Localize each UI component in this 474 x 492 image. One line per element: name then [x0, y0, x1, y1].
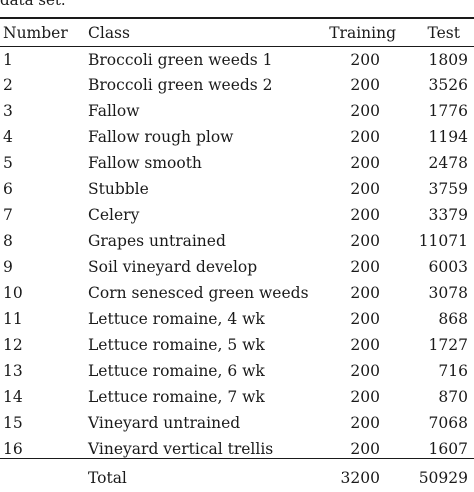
row-number: 15 [3, 414, 23, 432]
total-row: Total 3200 50929 [0, 462, 474, 492]
table-row: 15 Vineyard untrained 200 7068 [0, 410, 474, 436]
table-row: 1 Broccoli green weeds 1 200 1809 [0, 46, 474, 72]
row-number: 6 [3, 180, 13, 198]
table-row: 4 Fallow rough plow 200 1194 [0, 124, 474, 150]
row-class: Lettuce romaine, 4 wk [88, 310, 265, 328]
header-row: Number Class Training Test [0, 18, 474, 46]
header-training: Training [329, 24, 396, 42]
row-test: 1194 [428, 128, 468, 146]
row-number: 1 [3, 51, 13, 69]
row-training: 200 [350, 128, 380, 146]
row-number: 5 [3, 154, 13, 172]
row-class: Celery [88, 206, 140, 224]
row-training: 200 [350, 102, 380, 120]
row-test: 1809 [428, 51, 468, 69]
row-class: Stubble [88, 180, 149, 198]
table-row: 5 Fallow smooth 200 2478 [0, 150, 474, 176]
row-training: 200 [350, 336, 380, 354]
row-test: 3526 [428, 76, 468, 94]
row-test: 716 [438, 362, 468, 380]
table-row: 6 Stubble 200 3759 [0, 176, 474, 202]
table-row: 10 Corn senesced green weeds 200 3078 [0, 280, 474, 306]
row-class: Fallow rough plow [88, 128, 234, 146]
row-training: 200 [350, 310, 380, 328]
row-number: 12 [3, 336, 23, 354]
row-number: 14 [3, 388, 23, 406]
row-training: 200 [350, 388, 380, 406]
row-number: 13 [3, 362, 23, 380]
total-rule [0, 458, 474, 459]
row-class: Broccoli green weeds 2 [88, 76, 273, 94]
row-test: 1776 [428, 102, 468, 120]
table-row: 16 Vineyard vertical trellis 200 1607 [0, 436, 474, 462]
total-number-cell [0, 462, 84, 492]
row-class: Vineyard vertical trellis [88, 440, 274, 458]
table-row: 13 Lettuce romaine, 6 wk 200 716 [0, 358, 474, 384]
table-caption: data set. [0, 0, 66, 9]
table-row: 7 Celery 200 3379 [0, 202, 474, 228]
class-sample-table: Number Class Training Test 1 Broccoli gre… [0, 18, 474, 492]
row-training: 200 [350, 206, 380, 224]
row-training: 200 [350, 414, 380, 432]
row-training: 200 [350, 258, 380, 276]
row-test: 1607 [428, 440, 468, 458]
row-number: 4 [3, 128, 13, 146]
row-training: 200 [350, 76, 380, 94]
table-row: 3 Fallow 200 1776 [0, 98, 474, 124]
header-class: Class [88, 24, 130, 42]
row-number: 3 [3, 102, 13, 120]
row-number: 2 [3, 76, 13, 94]
row-number: 9 [3, 258, 13, 276]
total-test: 50929 [418, 469, 468, 487]
row-training: 200 [350, 51, 380, 69]
total-training: 3200 [340, 469, 380, 487]
table-row: 11 Lettuce romaine, 4 wk 200 868 [0, 306, 474, 332]
row-test: 3759 [428, 180, 468, 198]
row-training: 200 [350, 232, 380, 250]
row-class: Lettuce romaine, 5 wk [88, 336, 265, 354]
row-test: 11071 [418, 232, 468, 250]
row-class: Soil vineyard develop [88, 258, 258, 276]
row-class: Fallow smooth [88, 154, 202, 172]
header-number: Number [3, 24, 68, 42]
row-class: Broccoli green weeds 1 [88, 51, 273, 69]
row-training: 200 [350, 154, 380, 172]
row-test: 6003 [428, 258, 468, 276]
row-class: Corn senesced green weeds [88, 284, 309, 302]
row-training: 200 [350, 284, 380, 302]
header-rule [0, 46, 474, 47]
header-test: Test [427, 24, 461, 42]
row-training: 200 [350, 180, 380, 198]
row-test: 2478 [428, 154, 468, 172]
row-number: 8 [3, 232, 13, 250]
row-test: 1727 [428, 336, 468, 354]
row-class: Lettuce romaine, 7 wk [88, 388, 265, 406]
row-test: 870 [438, 388, 468, 406]
total-label: Total [88, 469, 127, 487]
table-row: 12 Lettuce romaine, 5 wk 200 1727 [0, 332, 474, 358]
row-training: 200 [350, 362, 380, 380]
row-class: Vineyard untrained [88, 414, 241, 432]
row-class: Grapes untrained [88, 232, 226, 250]
row-number: 7 [3, 206, 13, 224]
row-test: 7068 [428, 414, 468, 432]
row-class: Fallow [88, 102, 140, 120]
row-number: 16 [3, 440, 23, 458]
row-number: 10 [3, 284, 23, 302]
row-test: 3078 [428, 284, 468, 302]
table-row: 9 Soil vineyard develop 200 6003 [0, 254, 474, 280]
table-row: 14 Lettuce romaine, 7 wk 200 870 [0, 384, 474, 410]
row-test: 868 [438, 310, 468, 328]
row-number: 11 [3, 310, 23, 328]
row-training: 200 [350, 440, 380, 458]
table-body: 1 Broccoli green weeds 1 200 1809 2 Broccoli … [0, 46, 474, 462]
row-test: 3379 [428, 206, 468, 224]
table-row: 2 Broccoli green weeds 2 200 3526 [0, 72, 474, 98]
top-rule [0, 17, 474, 19]
row-class: Lettuce romaine, 6 wk [88, 362, 265, 380]
table-row: 8 Grapes untrained 200 11071 [0, 228, 474, 254]
